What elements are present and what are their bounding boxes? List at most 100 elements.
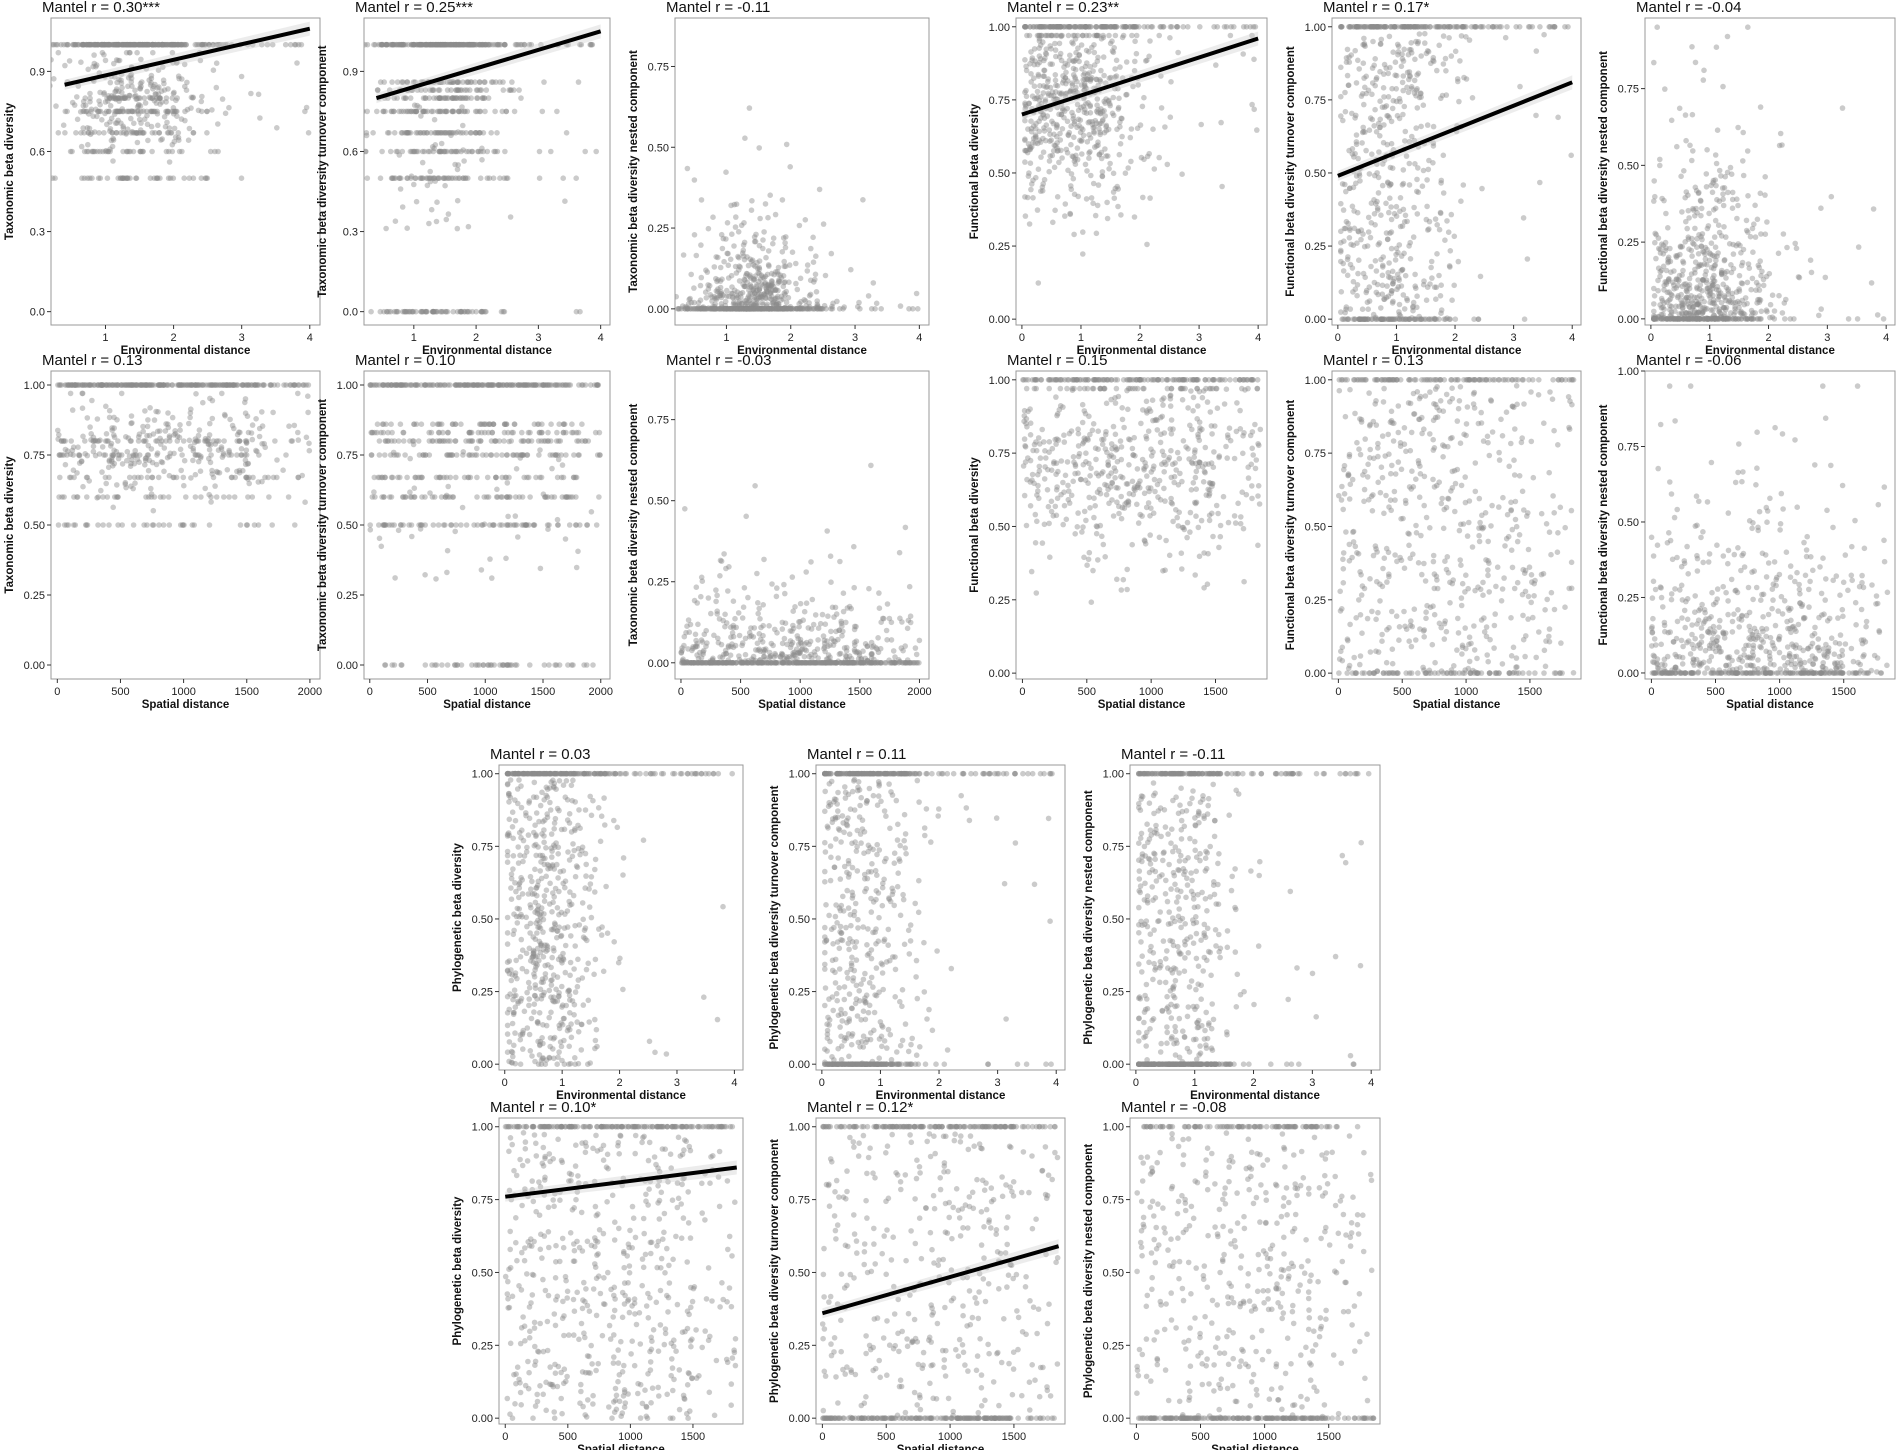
- data-point: [213, 60, 220, 66]
- data-point: [427, 41, 434, 48]
- data-point: [1386, 182, 1393, 189]
- data-point: [739, 289, 746, 296]
- data-point: [432, 41, 438, 48]
- data-point: [769, 306, 776, 312]
- data-point: [198, 108, 205, 115]
- data-point: [563, 130, 570, 136]
- data-point: [732, 224, 739, 230]
- data-point: [1338, 93, 1344, 100]
- data-point: [675, 306, 682, 312]
- data-point: [1096, 121, 1102, 127]
- data-point: [541, 79, 547, 85]
- data-point: [695, 300, 702, 306]
- data-point: [485, 95, 492, 101]
- data-point: [1110, 94, 1117, 101]
- data-point: [1418, 53, 1424, 59]
- data-point: [190, 175, 197, 181]
- data-point: [732, 302, 738, 309]
- data-point: [1073, 152, 1079, 159]
- data-point: [771, 296, 778, 303]
- data-point: [1033, 133, 1039, 140]
- data-point: [495, 41, 502, 48]
- data-point: [124, 175, 131, 181]
- data-point: [539, 108, 546, 115]
- data-point: [413, 108, 420, 115]
- data-point: [1338, 200, 1344, 207]
- data-point: [414, 87, 421, 93]
- data-point: [1044, 84, 1051, 90]
- data-point: [1074, 24, 1080, 30]
- data-point: [1389, 268, 1396, 275]
- data-point: [95, 175, 102, 181]
- data-point: [1752, 234, 1759, 240]
- data-point: [136, 130, 142, 136]
- data-point: [803, 303, 809, 309]
- data-point: [1360, 124, 1366, 131]
- data-point: [259, 478, 265, 485]
- data-point: [394, 41, 400, 48]
- data-point: [713, 306, 720, 312]
- data-point: [762, 281, 768, 287]
- data-point: [115, 95, 121, 101]
- data-point: [1090, 124, 1097, 131]
- data-point: [248, 430, 255, 436]
- data-point: [743, 300, 749, 307]
- data-point: [171, 41, 177, 48]
- data-point: [1052, 96, 1059, 102]
- data-point: [706, 282, 713, 289]
- data-point: [474, 95, 481, 101]
- data-point: [1086, 155, 1092, 161]
- data-point: [760, 301, 766, 308]
- data-point: [771, 271, 777, 278]
- data-point: [408, 175, 414, 181]
- data-point: [1112, 185, 1119, 192]
- data-point: [120, 41, 127, 48]
- data-point: [768, 282, 774, 289]
- data-point: [1038, 24, 1045, 30]
- data-point: [1496, 24, 1503, 30]
- data-point: [745, 306, 752, 312]
- data-point: [755, 306, 761, 312]
- data-point: [126, 92, 132, 99]
- data-point: [181, 482, 187, 489]
- data-point: [765, 306, 772, 312]
- data-point: [1429, 275, 1435, 281]
- data-point: [1049, 32, 1056, 39]
- data-point: [441, 175, 447, 181]
- data-point: [132, 41, 138, 48]
- data-point: [84, 415, 91, 421]
- data-point: [399, 79, 405, 85]
- data-point: [404, 79, 410, 85]
- data-point: [137, 41, 143, 48]
- data-point: [1044, 32, 1050, 39]
- data-point: [519, 41, 525, 48]
- data-point: [1401, 46, 1407, 53]
- data-point: [1067, 210, 1073, 217]
- data-point: [754, 306, 760, 312]
- data-point: [1110, 49, 1117, 56]
- data-point: [1537, 179, 1543, 186]
- data-point: [195, 458, 202, 465]
- data-point: [81, 130, 87, 136]
- data-point: [1240, 24, 1247, 30]
- data-point: [1091, 62, 1098, 68]
- data-point: [1083, 85, 1089, 91]
- data-point: [1107, 102, 1113, 109]
- data-point: [479, 145, 485, 152]
- data-point: [1114, 126, 1120, 133]
- data-point: [159, 41, 165, 48]
- data-point: [1070, 65, 1077, 72]
- data-point: [137, 41, 144, 48]
- data-point: [162, 41, 168, 48]
- data-point: [436, 95, 443, 101]
- data-point: [472, 79, 478, 85]
- data-point: [814, 301, 821, 308]
- data-point: [756, 295, 762, 301]
- data-point: [1354, 292, 1360, 299]
- data-point: [728, 202, 734, 209]
- data-point: [482, 41, 488, 48]
- data-point: [1048, 137, 1054, 143]
- data-point: [1412, 271, 1418, 278]
- data-point: [1052, 72, 1059, 78]
- data-point: [749, 306, 756, 312]
